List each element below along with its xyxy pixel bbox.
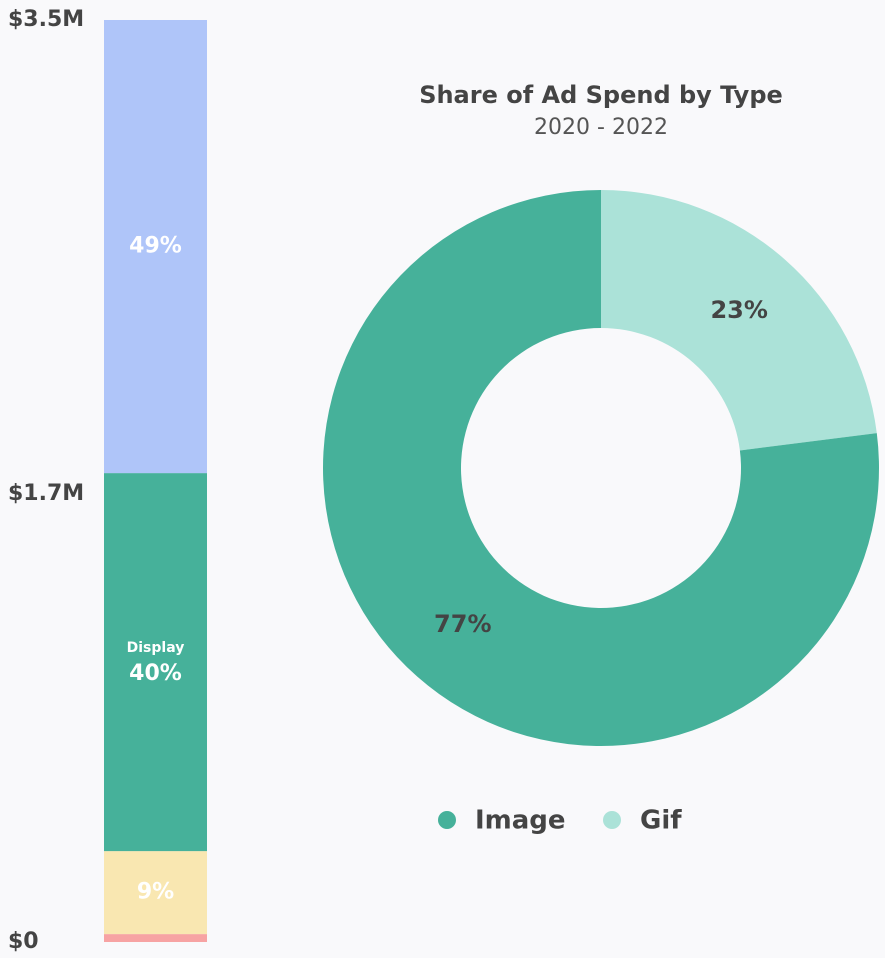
y-tick-label: $1.7M xyxy=(8,481,84,506)
segment-label: 9% xyxy=(137,880,174,905)
segment-label: 49% xyxy=(129,234,182,259)
segment-name: Display xyxy=(127,640,185,656)
bar-segment xyxy=(104,473,207,852)
segment-label: 40% xyxy=(129,661,182,686)
bar-segment xyxy=(104,851,207,935)
legend-swatch xyxy=(603,811,621,829)
bar-segment xyxy=(104,20,207,474)
donut-title: Share of Ad Spend by Type xyxy=(419,81,783,109)
legend-label: Gif xyxy=(640,806,682,836)
slice-label: 77% xyxy=(434,610,491,638)
y-tick-label: $0 xyxy=(8,929,39,954)
legend-label: Image xyxy=(475,806,566,836)
bar-segment xyxy=(104,934,207,942)
y-tick-label: $3.5M xyxy=(8,7,84,32)
donut-slice xyxy=(601,190,877,451)
slice-label: 23% xyxy=(710,296,767,324)
donut-subtitle: 2020 - 2022 xyxy=(534,115,668,140)
donut-slice xyxy=(323,190,879,746)
legend-swatch xyxy=(438,811,456,829)
